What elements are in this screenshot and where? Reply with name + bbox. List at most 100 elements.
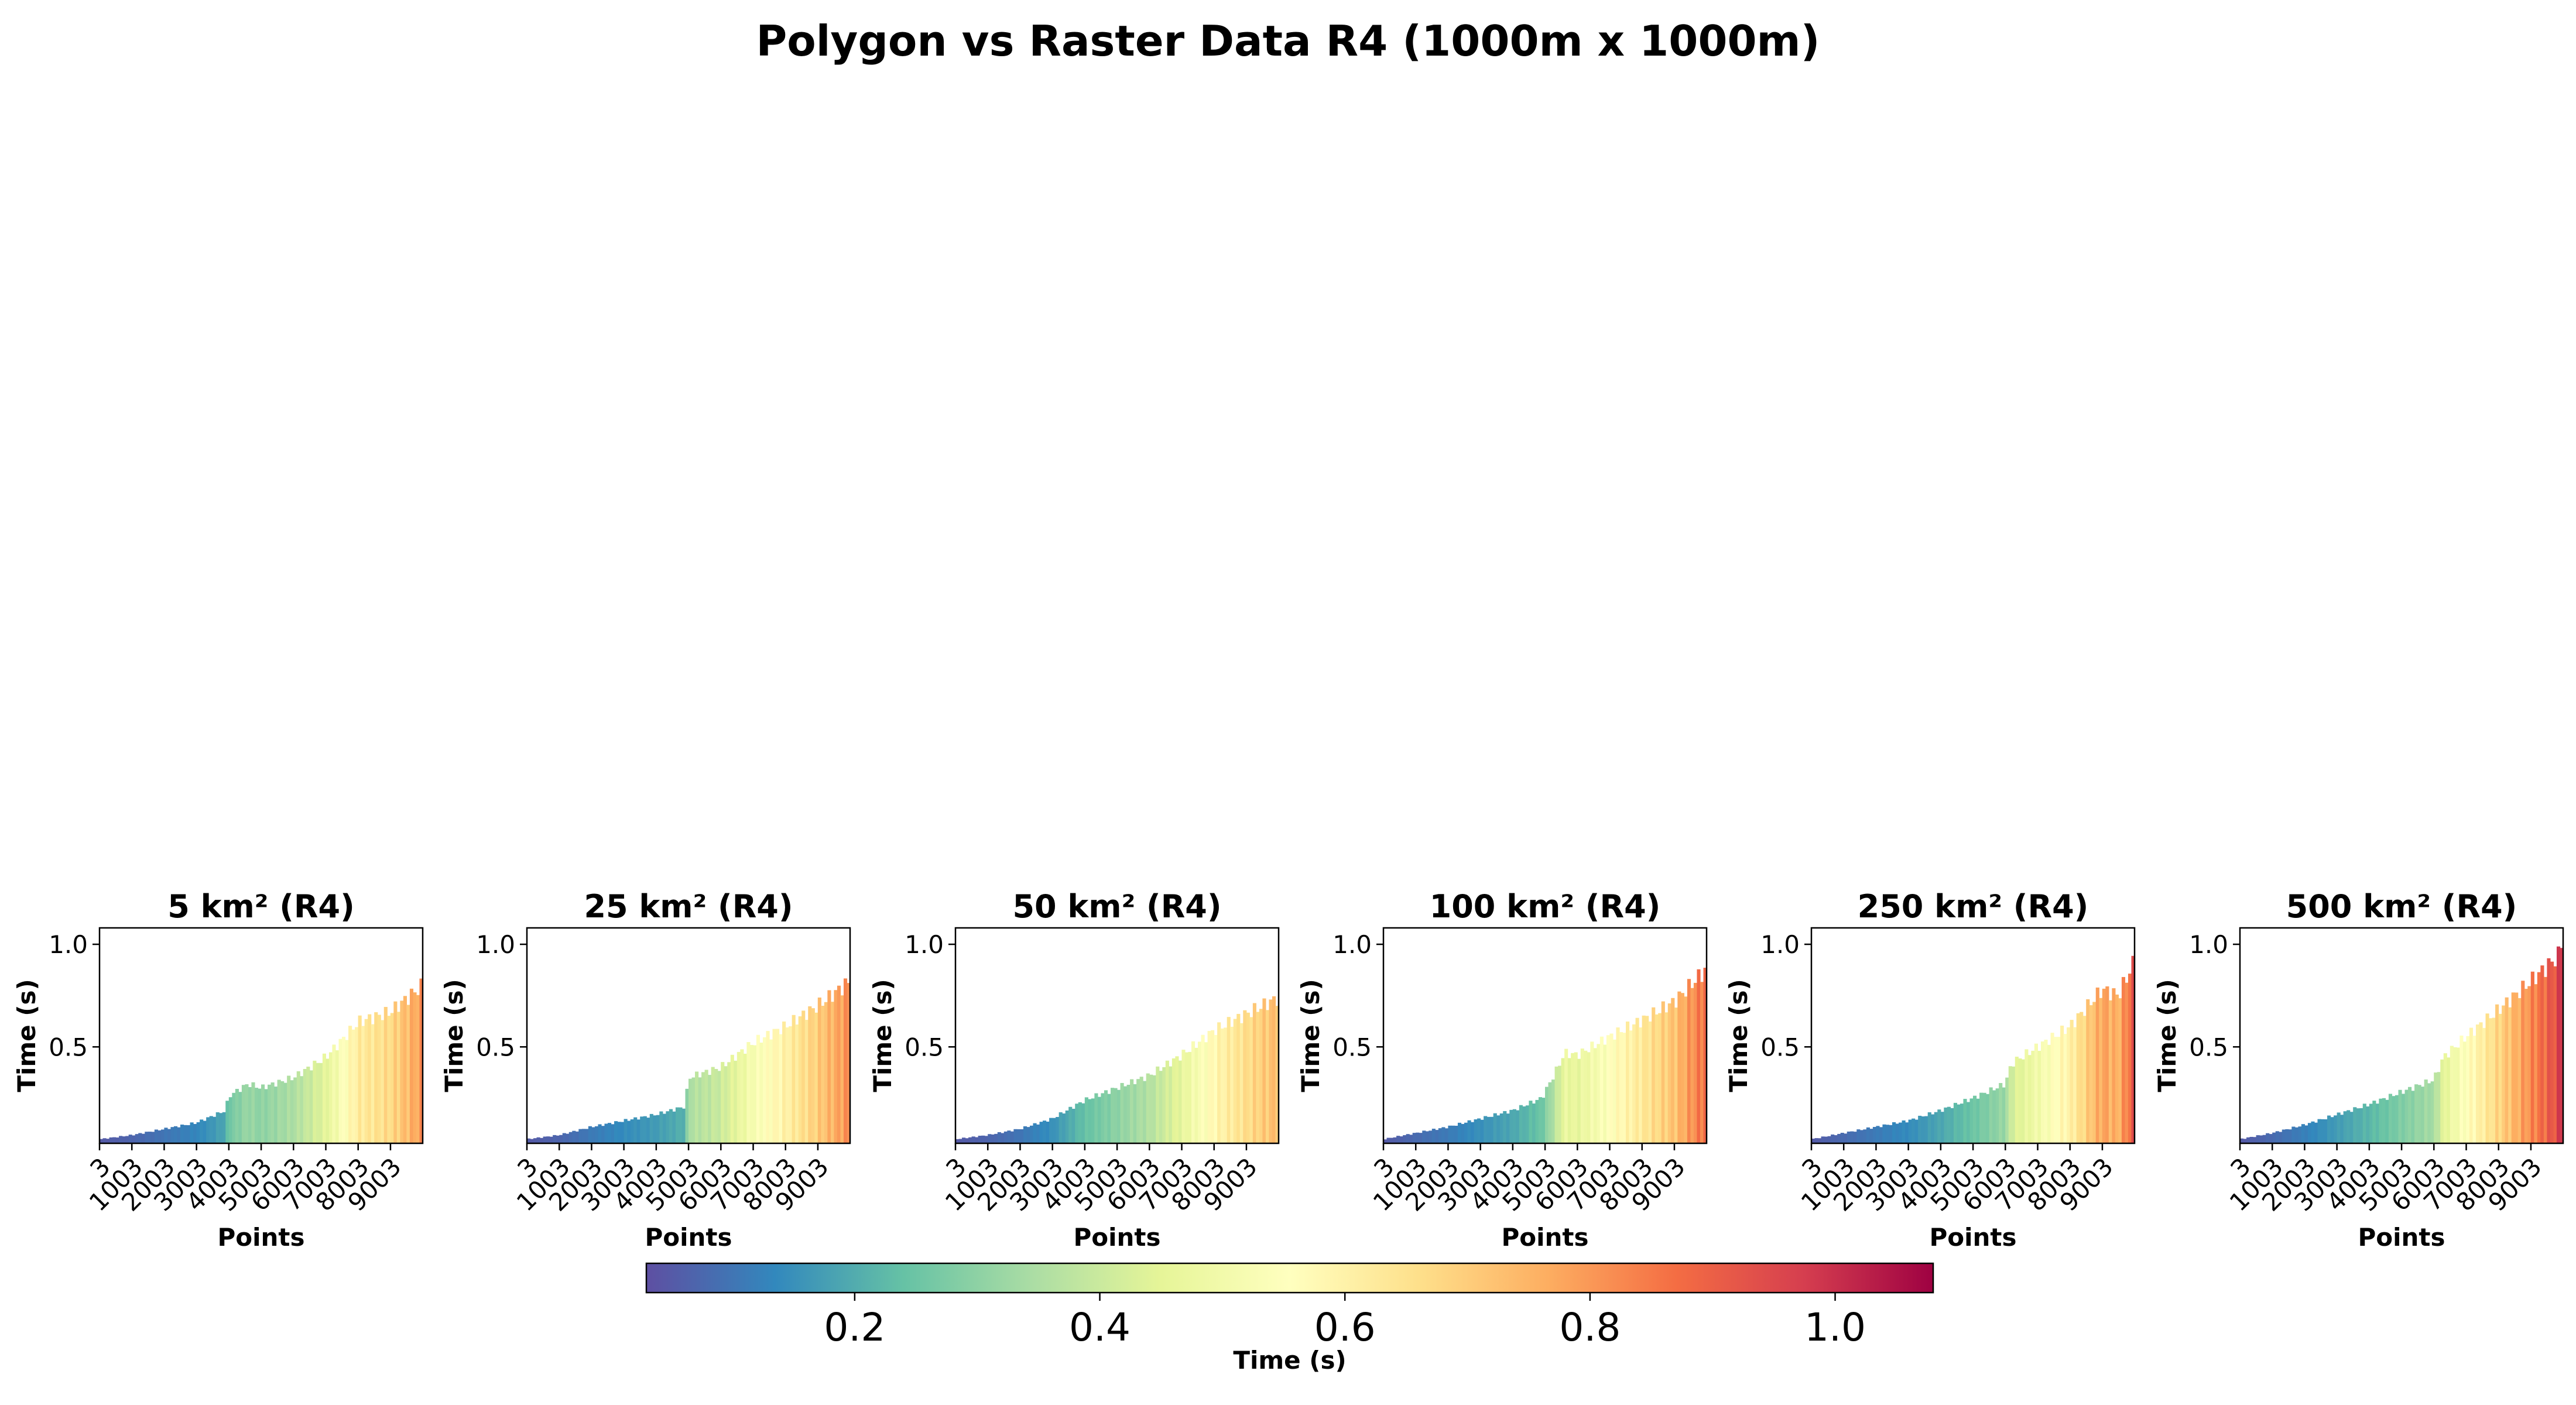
bar	[232, 1092, 236, 1143]
bar	[342, 1036, 346, 1143]
y-tick-label: 1.0	[476, 930, 515, 959]
bar	[988, 1134, 992, 1143]
bar	[1438, 1128, 1442, 1143]
bar	[2404, 1089, 2409, 1143]
bar	[2459, 1035, 2464, 1143]
y-tick-label: 1.0	[1332, 930, 1372, 959]
bar	[782, 1021, 786, 1143]
bar	[2314, 1122, 2318, 1143]
bar	[2462, 1041, 2467, 1143]
bar	[2304, 1125, 2308, 1143]
bar	[568, 1132, 573, 1143]
bar	[1979, 1092, 1984, 1143]
chart-panel: 0.51.03100320033003400350036003700380039…	[1724, 888, 2136, 1252]
bar	[2044, 1040, 2048, 1143]
bar	[762, 1037, 767, 1143]
bar	[203, 1120, 207, 1143]
bar	[2382, 1098, 2386, 1143]
bar	[2115, 994, 2119, 1143]
bar	[2347, 1110, 2351, 1143]
bar	[235, 1089, 239, 1143]
bar	[1899, 1122, 1903, 1143]
bar	[614, 1121, 618, 1143]
bar	[1159, 1071, 1163, 1143]
bar	[1506, 1113, 1510, 1143]
bar	[759, 1042, 763, 1143]
bar	[225, 1101, 229, 1143]
bar	[115, 1137, 119, 1143]
bar	[238, 1092, 242, 1143]
bar	[1431, 1129, 1436, 1143]
bar	[1879, 1127, 1883, 1143]
x-axis-label: Points	[217, 1223, 304, 1252]
panel-title: 250 km² (R4)	[1858, 888, 2089, 925]
bar	[1902, 1120, 1906, 1143]
bar	[2067, 1027, 2071, 1143]
bar	[2015, 1057, 2019, 1143]
bar	[1532, 1104, 1536, 1143]
bar	[1821, 1136, 1825, 1143]
chart-panel: 0.51.03100320033003400350036003700380039…	[12, 888, 424, 1252]
bar	[1542, 1098, 1546, 1143]
bar	[368, 1014, 372, 1143]
bar	[1840, 1133, 1844, 1143]
y-tick-label: 0.5	[1332, 1033, 1372, 1061]
bar	[1269, 999, 1273, 1143]
y-tick-label: 1.0	[49, 930, 88, 959]
bar	[1075, 1104, 1079, 1143]
bar	[1230, 1026, 1234, 1143]
bar	[1837, 1133, 1841, 1143]
bar	[2547, 958, 2551, 1143]
bar	[1818, 1138, 1822, 1143]
bar	[109, 1137, 113, 1143]
bar	[1088, 1099, 1092, 1143]
bar	[1406, 1134, 1410, 1143]
bar	[1120, 1082, 1124, 1143]
bar	[387, 1016, 391, 1143]
bar	[2388, 1094, 2393, 1143]
bar	[1396, 1136, 1400, 1143]
y-tick-label: 0.5	[2189, 1033, 2228, 1061]
bar	[975, 1137, 979, 1143]
bar	[209, 1116, 213, 1143]
bar	[1912, 1118, 1916, 1143]
bar	[1474, 1119, 1478, 1143]
bar	[1700, 982, 1704, 1143]
panel-title: 500 km² (R4)	[2286, 888, 2517, 925]
bar	[1143, 1081, 1147, 1143]
bar	[345, 1040, 349, 1143]
bar	[2443, 1053, 2447, 1143]
bar	[309, 1070, 313, 1143]
bar	[1416, 1132, 1420, 1143]
bar	[277, 1080, 281, 1143]
bar	[377, 1015, 381, 1143]
bar	[688, 1078, 693, 1143]
y-tick-label: 0.5	[905, 1033, 944, 1061]
bar	[2385, 1099, 2389, 1143]
bar	[1156, 1066, 1160, 1143]
bar	[533, 1138, 537, 1143]
bar	[811, 1008, 815, 1143]
bar	[2327, 1115, 2331, 1143]
bar	[753, 1045, 757, 1143]
bar	[1960, 1104, 1964, 1143]
bar	[1545, 1087, 1549, 1143]
bar	[847, 983, 851, 1143]
bar	[2018, 1058, 2022, 1143]
bar	[737, 1051, 741, 1143]
bar	[2450, 1046, 2454, 1143]
bar	[160, 1129, 165, 1143]
bar	[1703, 968, 1707, 1143]
bar	[536, 1137, 540, 1143]
bar	[646, 1118, 650, 1143]
x-axis-label: Points	[1929, 1223, 2016, 1252]
bar	[270, 1082, 275, 1143]
bar	[2076, 1013, 2080, 1143]
bar	[1635, 1017, 1639, 1143]
bar	[666, 1111, 670, 1143]
bar	[1509, 1109, 1513, 1143]
bar	[1490, 1116, 1494, 1143]
chart-panel: 0.51.03100320033003400350036003700380039…	[2153, 888, 2564, 1252]
bar	[1477, 1118, 1481, 1143]
